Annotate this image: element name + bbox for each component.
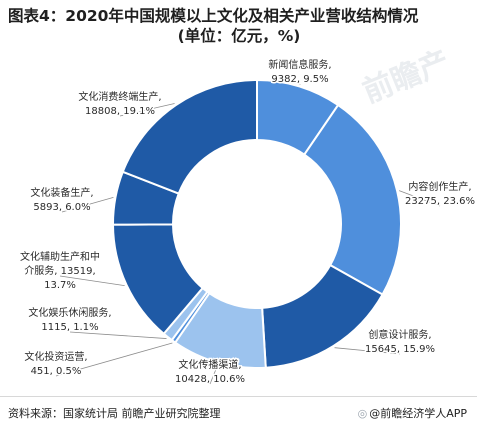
title-line-1: 图表4：2020年中国规模以上文化及相关产业营收结构情况 <box>8 7 419 25</box>
slice-label-halo: 15645, 15.9% <box>365 344 435 355</box>
slice-label-5-line-2: 451, 0.5% <box>31 366 82 377</box>
slice-label-halo: 10428, 10.6% <box>175 374 245 385</box>
slice-label-halo: 9382, 9.5% <box>271 74 328 85</box>
slice-label-6: 文化娱乐休闲服务,文化娱乐休闲服务,1115, 1.1%1115, 1.1% <box>27 305 113 335</box>
slice-label-halo: 介服务, 13519, <box>24 264 95 277</box>
slice-label-1: 新闻信息服务,新闻信息服务,9382, 9.5%9382, 9.5% <box>267 57 333 87</box>
slice-label-halo: 文化辅助生产和中 <box>20 250 100 263</box>
slice-label-8-line-2: 5893, 6.0% <box>33 202 90 213</box>
leader-line-8 <box>61 196 114 213</box>
slice-label-2-line-1: 内容创作生产, <box>408 180 471 193</box>
slice-2 <box>302 103 402 296</box>
slice-label-9-line-1: 文化消费终端生产, <box>78 90 161 103</box>
slice-label-8: 文化装备生产,文化装备生产,5893, 6.0%5893, 6.0% <box>29 185 95 215</box>
leader-line-9 <box>119 103 175 117</box>
leader-line-2 <box>399 190 441 207</box>
brand-credit: ◎ @前瞻经济学人APP <box>358 405 467 421</box>
slice-label-halo: 1115, 1.1% <box>41 322 98 333</box>
slice-label-2: 内容创作生产,内容创作生产,23275, 23.6%23275, 23.6% <box>404 179 477 209</box>
slice-label-1-line-1: 新闻信息服务, <box>268 58 331 71</box>
slice-label-4-line-2: 10428, 10.6% <box>175 374 245 385</box>
brand-text: @前瞻经济学人APP <box>369 407 467 420</box>
slice-label-6-line-2: 1115, 1.1% <box>41 322 98 333</box>
slice-label-halo: 创意设计服务, <box>368 328 431 341</box>
leader-line-5 <box>55 342 173 377</box>
slice-label-halo: 文化传播渠道, <box>178 358 241 371</box>
slice-label-4-line-1: 文化传播渠道, <box>178 358 241 371</box>
leader-line-4 <box>209 364 219 385</box>
slice-label-halo: 451, 0.5% <box>31 366 82 377</box>
slice-label-2-line-2: 23275, 23.6% <box>405 196 475 207</box>
slice-label-3-line-2: 15645, 15.9% <box>365 344 435 355</box>
footer: 资料来源：国家统计局 前瞻产业研究院整理 ◎ @前瞻经济学人APP <box>0 396 477 432</box>
leader-line-3 <box>334 347 401 355</box>
leader-line-6 <box>69 331 167 339</box>
slice-label-8-line-1: 文化装备生产, <box>30 186 93 199</box>
donut-chart: 新闻信息服务, 新闻信息服务, 9382, 9.5% 9382, 9.5% 内容创作生产… <box>0 48 477 396</box>
slice-label-5-line-1: 文化投资运营, <box>24 350 87 363</box>
slice-label-3: 创意设计服务,创意设计服务,15645, 15.9%15645, 15.9% <box>364 327 437 357</box>
slice-label-7-line-2: 介服务, 13519, <box>24 264 95 277</box>
slice-label-halo: 文化投资运营, <box>24 350 87 363</box>
slice-label-halo: 13.7% <box>44 280 76 291</box>
chart-title: 图表4：2020年中国规模以上文化及相关产业营收结构情况 (单位：亿元，%) <box>8 6 470 46</box>
slice-label-9: 文化消费终端生产,文化消费终端生产,18808, 19.1%18808, 19.… <box>77 89 163 119</box>
slice-9 <box>121 78 258 195</box>
slice-label-halo: 文化消费终端生产, <box>78 90 161 103</box>
slice-label-3-line-1: 创意设计服务, <box>368 328 431 341</box>
slice-label-halo: 新闻信息服务, <box>268 58 331 71</box>
slice-label-4: 文化传播渠道,文化传播渠道,10428, 10.6%10428, 10.6% <box>174 357 247 387</box>
slice-label-5: 文化投资运营,文化投资运营,451, 0.5%451, 0.5% <box>23 349 89 379</box>
slice-label-7-line-3: 13.7% <box>44 280 76 291</box>
donut-chart-svg: 新闻信息服务,新闻信息服务,9382, 9.5%9382, 9.5%内容创作生产… <box>19 57 477 387</box>
slice-label-halo: 23275, 23.6% <box>405 196 475 207</box>
slice-label-7-line-1: 文化辅助生产和中 <box>20 250 100 263</box>
slice-label-9-line-2: 18808, 19.1% <box>85 106 155 117</box>
slice-label-halo: 5893, 6.0% <box>33 202 90 213</box>
slice-label-halo: 文化装备生产, <box>30 186 93 199</box>
qianzhan-logo-icon: ◎ <box>357 407 368 420</box>
slice-label-halo: 内容创作生产, <box>408 180 471 193</box>
slice-label-halo: 文化娱乐休闲服务, <box>28 306 111 319</box>
slice-label-halo: 18808, 19.1% <box>85 106 155 117</box>
slice-label-6-line-1: 文化娱乐休闲服务, <box>28 306 111 319</box>
slice-label-1-line-2: 9382, 9.5% <box>271 74 328 85</box>
leader-line-7 <box>59 275 125 287</box>
source-note: 资料来源：国家统计局 前瞻产业研究院整理 <box>8 407 221 420</box>
title-line-2: (单位：亿元，%) <box>177 27 301 45</box>
